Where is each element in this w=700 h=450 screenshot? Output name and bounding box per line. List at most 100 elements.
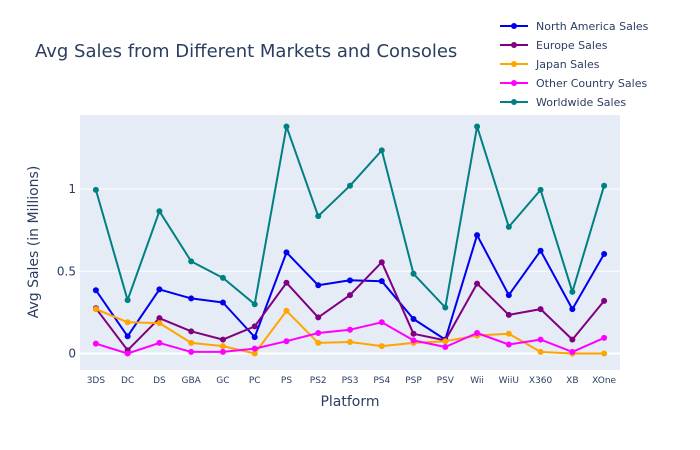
data-point[interactable] <box>188 348 195 355</box>
legend-item[interactable]: North America Sales <box>500 20 649 33</box>
data-point[interactable] <box>569 336 576 343</box>
data-point[interactable] <box>474 329 481 336</box>
data-point[interactable] <box>474 123 481 130</box>
data-point[interactable] <box>251 323 258 330</box>
data-point[interactable] <box>442 343 449 350</box>
data-point[interactable] <box>505 311 512 318</box>
data-point[interactable] <box>92 186 99 193</box>
data-point[interactable] <box>283 338 290 345</box>
data-point[interactable] <box>124 297 131 304</box>
legend-swatch-marker <box>511 80 517 86</box>
legend: North America Sales Europe Sales Japan Sal… <box>500 20 649 109</box>
data-point[interactable] <box>474 280 481 287</box>
x-tick-label: DC <box>121 376 134 386</box>
data-point[interactable] <box>156 315 163 322</box>
data-point[interactable] <box>601 350 608 357</box>
legend-item[interactable]: Worldwide Sales <box>500 96 626 109</box>
data-point[interactable] <box>601 334 608 341</box>
series-group <box>92 306 608 357</box>
data-point[interactable] <box>410 337 417 344</box>
data-point[interactable] <box>188 295 195 302</box>
data-point[interactable] <box>219 274 226 281</box>
data-point[interactable] <box>188 258 195 265</box>
data-point[interactable] <box>219 336 226 343</box>
data-point[interactable] <box>283 249 290 256</box>
data-point[interactable] <box>601 297 608 304</box>
data-point[interactable] <box>219 299 226 306</box>
legend-item[interactable]: Other Country Sales <box>500 77 647 90</box>
data-point[interactable] <box>505 330 512 337</box>
data-point[interactable] <box>315 329 322 336</box>
data-point[interactable] <box>219 343 226 350</box>
data-point[interactable] <box>124 333 131 340</box>
data-point[interactable] <box>505 223 512 230</box>
data-point[interactable] <box>569 288 576 295</box>
data-point[interactable] <box>410 270 417 277</box>
data-point[interactable] <box>283 123 290 130</box>
data-point[interactable] <box>601 251 608 258</box>
data-point[interactable] <box>537 247 544 254</box>
data-point[interactable] <box>410 330 417 337</box>
data-point[interactable] <box>315 213 322 220</box>
data-point[interactable] <box>442 338 449 345</box>
data-point[interactable] <box>156 286 163 293</box>
data-point[interactable] <box>92 306 99 313</box>
data-point[interactable] <box>601 182 608 189</box>
data-point[interactable] <box>156 320 163 327</box>
y-tick-label: 1 <box>68 182 76 196</box>
data-point[interactable] <box>378 319 385 326</box>
legend-label: Worldwide Sales <box>536 96 626 109</box>
data-point[interactable] <box>251 345 258 352</box>
data-point[interactable] <box>347 182 353 189</box>
data-point[interactable] <box>219 348 226 355</box>
series-group <box>92 123 608 311</box>
data-point[interactable] <box>537 306 544 313</box>
data-point[interactable] <box>315 314 322 321</box>
data-point[interactable] <box>156 339 163 346</box>
legend-label: Japan Sales <box>535 58 600 71</box>
data-point[interactable] <box>378 147 385 154</box>
legend-item[interactable]: Europe Sales <box>500 39 608 52</box>
x-tick-label: PS3 <box>342 376 359 386</box>
data-point[interactable] <box>188 328 195 335</box>
data-point[interactable] <box>251 334 258 341</box>
data-point[interactable] <box>283 279 290 286</box>
data-point[interactable] <box>378 278 385 285</box>
x-tick-label: Wii <box>470 376 484 386</box>
y-tick-label: 0.5 <box>57 264 76 278</box>
data-point[interactable] <box>124 350 131 357</box>
data-point[interactable] <box>347 339 353 346</box>
data-point[interactable] <box>410 316 417 322</box>
data-point[interactable] <box>347 292 353 299</box>
data-point[interactable] <box>92 340 99 347</box>
data-point[interactable] <box>569 306 576 313</box>
data-point[interactable] <box>378 259 385 266</box>
x-tick-label: GC <box>216 376 229 386</box>
data-point[interactable] <box>124 319 131 326</box>
data-point[interactable] <box>188 339 195 346</box>
y-tick-label: 0 <box>68 347 76 361</box>
data-point[interactable] <box>92 287 99 294</box>
data-point[interactable] <box>315 339 322 346</box>
data-point[interactable] <box>537 348 544 355</box>
data-point[interactable] <box>569 348 576 355</box>
data-point[interactable] <box>378 343 385 350</box>
data-point[interactable] <box>505 292 512 299</box>
legend-item[interactable]: Japan Sales <box>500 58 600 71</box>
data-point[interactable] <box>347 277 353 284</box>
data-point[interactable] <box>283 307 290 314</box>
data-point[interactable] <box>537 186 544 193</box>
x-axis-title: Platform <box>320 394 379 410</box>
data-point[interactable] <box>537 336 544 343</box>
x-tick-labels: 3DS DC DS GBA GC PC PS PS2 PS3 PS4 PSP PSV Wii WiiU X3… <box>87 376 617 386</box>
data-point[interactable] <box>347 326 353 333</box>
data-point[interactable] <box>251 301 258 308</box>
data-point[interactable] <box>505 341 512 348</box>
data-point[interactable] <box>474 232 481 239</box>
data-point[interactable] <box>251 350 258 357</box>
data-point[interactable] <box>156 208 163 215</box>
data-point[interactable] <box>315 282 322 289</box>
data-point[interactable] <box>442 304 449 311</box>
